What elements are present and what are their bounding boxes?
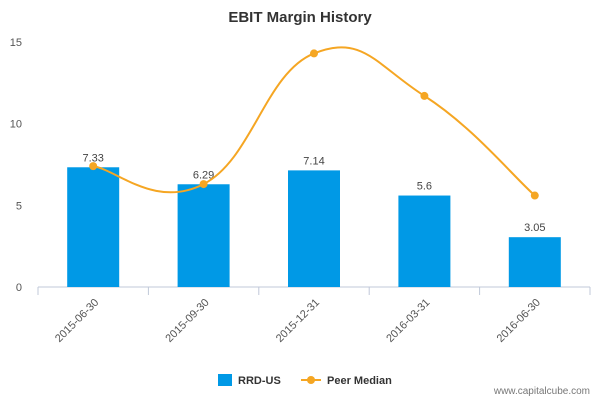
x-tick-label: 2015-09-30 bbox=[163, 297, 211, 345]
y-axis: 0 5 10 15 bbox=[10, 37, 22, 294]
peer-median-point bbox=[89, 162, 98, 171]
bar-series bbox=[67, 167, 561, 287]
y-tick-label: 5 bbox=[16, 200, 22, 212]
bar-2016-06-30 bbox=[508, 237, 561, 287]
x-tick-label: 2016-03-31 bbox=[384, 297, 432, 345]
peer-median-point bbox=[420, 91, 429, 100]
bar-value-label: 7.14 bbox=[303, 155, 324, 167]
source-watermark: www.capitalcube.com bbox=[493, 386, 590, 397]
bar-2015-06-30 bbox=[67, 167, 120, 287]
line-series bbox=[89, 46, 539, 200]
peer-median-point bbox=[530, 191, 539, 200]
y-tick-label: 15 bbox=[10, 37, 22, 49]
peer-median-point bbox=[310, 49, 318, 58]
x-axis: 2015-06-30 2015-09-30 2015-12-31 2016-03-31… bbox=[37, 286, 591, 345]
chart-title: EBIT Margin History bbox=[228, 9, 372, 26]
legend: RRD-US Peer Median bbox=[218, 374, 392, 387]
bar-2015-12-31 bbox=[288, 170, 340, 287]
x-tick-label: 2015-06-30 bbox=[53, 297, 101, 345]
y-tick-label: 10 bbox=[10, 119, 22, 131]
bar-2015-09-30 bbox=[177, 184, 230, 287]
bar-value-label: 7.33 bbox=[82, 152, 103, 164]
legend-line-marker bbox=[307, 376, 315, 384]
legend-label-bar: RRD-US bbox=[238, 375, 281, 387]
bar-value-label: 6.29 bbox=[193, 169, 214, 181]
bar-value-label: 5.6 bbox=[417, 181, 432, 193]
bar-2016-03-31 bbox=[398, 195, 451, 287]
legend-label-line: Peer Median bbox=[327, 375, 392, 387]
bar-data-labels: 7.33 6.29 7.14 5.6 3.05 bbox=[82, 152, 545, 234]
x-tick-label: 2015-12-31 bbox=[274, 297, 322, 345]
x-tick-label: 2016-06-30 bbox=[495, 297, 543, 345]
bar-value-label: 3.05 bbox=[524, 222, 545, 234]
legend-bar-swatch bbox=[218, 374, 232, 386]
y-tick-label: 0 bbox=[16, 282, 22, 294]
peer-median-point bbox=[199, 180, 208, 189]
